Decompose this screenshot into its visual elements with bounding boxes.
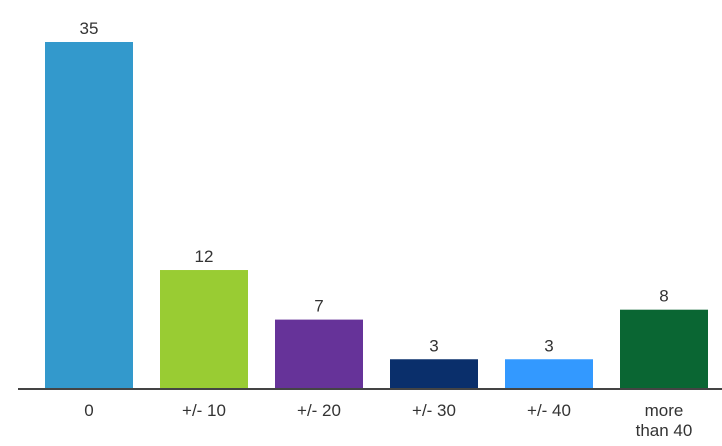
bar-4 (505, 359, 593, 389)
x-tick-label-0: 0 (84, 401, 93, 420)
x-tick-label-1: +/- 10 (182, 401, 226, 420)
value-label-3: 3 (429, 336, 438, 355)
value-label-4: 3 (544, 336, 553, 355)
bar-2 (275, 319, 363, 389)
value-label-5: 8 (659, 287, 668, 306)
bar-1 (160, 270, 248, 389)
value-label-0: 35 (80, 19, 99, 38)
x-tick-labels-group: 0 +/- 10 +/- 20 +/- 30 +/- 40 more than 40 (84, 401, 692, 440)
bar-3 (390, 359, 478, 389)
x-tick-label-2: +/- 20 (297, 401, 341, 420)
value-label-1: 12 (195, 247, 214, 266)
x-tick-label-4: +/- 40 (527, 401, 571, 420)
x-tick-label-3: +/- 30 (412, 401, 456, 420)
value-labels-group: 35 12 7 3 3 8 (80, 19, 669, 355)
bar-5 (620, 309, 708, 389)
bar-0 (45, 42, 133, 389)
bars-group (45, 42, 708, 389)
value-label-2: 7 (314, 297, 323, 316)
x-tick-label-5: more than 40 (636, 401, 693, 440)
